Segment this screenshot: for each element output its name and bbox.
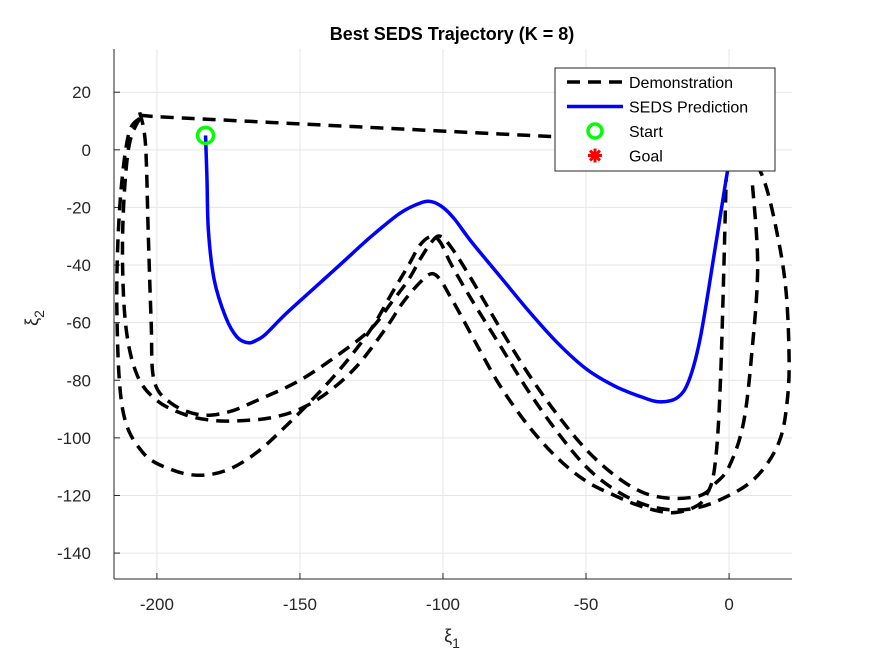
y-tick-label: -60	[66, 314, 91, 333]
y-tick-label: 0	[82, 141, 91, 160]
legend-box	[554, 67, 776, 172]
y-tick-label: -40	[66, 256, 91, 275]
y-tick-label: -100	[57, 429, 91, 448]
y-axis-label: ξ2	[22, 310, 47, 326]
x-tick-label: 0	[724, 595, 733, 614]
axes-frame	[113, 49, 792, 580]
x-tick-label: -50	[574, 595, 599, 614]
demonstration-line-2	[138, 111, 760, 501]
y-tick-label: -120	[57, 486, 91, 505]
legend-swatch-start	[586, 122, 604, 140]
y-tick-label: 20	[72, 83, 91, 102]
y-tick-label: -80	[66, 371, 91, 390]
legend-label: SEDS Prediction	[629, 100, 748, 117]
legend-swatch-goal	[588, 148, 602, 163]
tick-labels: -200 -150 -100 -50 0-140-120-100-80-60-40-20…	[57, 83, 734, 614]
demonstration-line-3	[120, 117, 728, 515]
y-tick-label: -20	[66, 198, 91, 217]
y-tick-label: -140	[57, 544, 91, 563]
x-tick-label: -150	[283, 595, 317, 614]
legend: Demonstration SEDS Prediction Start Goal	[554, 67, 776, 172]
legend-label: Goal	[629, 149, 663, 166]
axis-labels: ξ1 ξ2	[22, 310, 460, 651]
chart-title: Best SEDS Trajectory (K = 8)	[330, 24, 575, 44]
x-tick-label: -100	[426, 595, 460, 614]
legend-label: Start	[629, 124, 663, 141]
start-marker	[195, 125, 216, 146]
x-axis-label: ξ1	[444, 626, 460, 651]
legend-label: Demonstration	[629, 75, 733, 92]
x-tick-label: -200	[140, 595, 174, 614]
seds-prediction-line	[203, 135, 731, 404]
